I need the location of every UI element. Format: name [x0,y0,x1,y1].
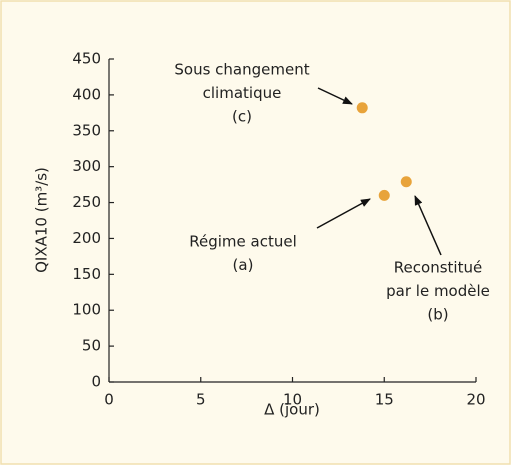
arrow [317,87,353,105]
y-tick-label: 250 [72,193,101,211]
y-tick-label: 100 [72,301,101,319]
x-tick-label: 5 [196,391,206,409]
y-tick-label: 200 [72,229,101,247]
annotation: (c) [232,108,252,126]
y-tick-label: 150 [72,265,101,283]
y-tick-label: 0 [91,373,101,391]
y-tick-label: 50 [82,337,101,355]
y-axis-label: QIXA10 (m³/s) [33,167,51,273]
x-tick-label: 15 [375,391,394,409]
point [378,189,390,201]
annotation: (a) [233,256,254,274]
x-tick-label: 0 [104,391,114,409]
arrow [316,198,371,229]
annotation: Régime actuel [189,233,297,251]
point [400,176,412,188]
y-tick-label: 400 [72,85,101,103]
y-tick-label: 300 [72,157,101,175]
arrow [414,195,442,256]
annotation: climatique [203,84,282,102]
annotation: par le modèle [386,282,490,300]
x-tick-label: 20 [466,391,485,409]
annotation: Sous changement [174,61,309,79]
x-tick-label: 10 [283,391,302,409]
annotation: (b) [427,306,448,324]
y-tick-label: 450 [72,50,101,68]
x-axis-label: Δ (jour) [264,401,320,419]
annotation: Reconstitué [394,259,482,277]
point [356,102,368,114]
y-tick-label: 350 [72,121,101,139]
